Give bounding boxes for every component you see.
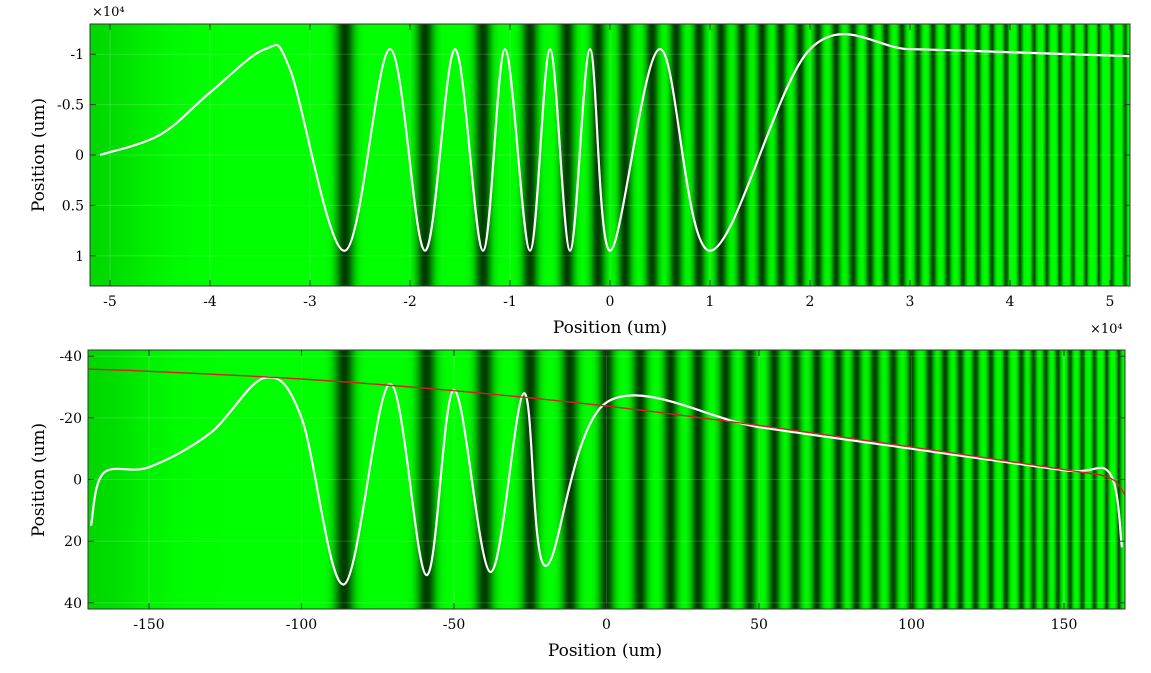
top-chart: -5 -4 -3 -2 -1 0 1 2 3 4 5 -1 -0.5 0 0.5 1 ×10⁴ ×10⁴ Po…	[29, 5, 1131, 338]
top-grid	[90, 24, 1130, 286]
bottom-y-tick-label: 20	[64, 534, 82, 550]
bottom-ticks: -150 -100 -50 0 50 100 150 -40 -20 0 20 40	[59, 349, 1125, 633]
top-x-tick-label: -2	[403, 294, 417, 310]
bottom-y-tick-label: 0	[73, 473, 82, 489]
top-x-tick-label: 2	[806, 294, 815, 310]
bottom-x-tick-label: 100	[898, 617, 925, 633]
bottom-intensity-map	[88, 350, 1125, 609]
top-y-axis-label: Position (um)	[29, 98, 49, 212]
top-x-tick-label: 1	[706, 294, 715, 310]
bottom-y-tick-label: -40	[59, 349, 82, 365]
top-x-tick-label: -5	[103, 294, 117, 310]
top-x-tick-label: -1	[503, 294, 517, 310]
top-y-tick-label: 1	[75, 249, 84, 265]
bottom-series-line-0	[89, 376, 1124, 586]
top-ticks: -5 -4 -3 -2 -1 0 1 2 3 4 5 -1 -0.5 0 0.5 1	[57, 24, 1130, 310]
bottom-grid	[88, 350, 1125, 609]
top-x-tick-label: 5	[1106, 294, 1115, 310]
top-series	[99, 33, 1130, 252]
top-y-tick-label: -1	[70, 47, 84, 63]
top-y-tick-label: 0.5	[62, 198, 84, 214]
bottom-x-tick-label: -50	[443, 617, 466, 633]
top-x-exponent-label: ×10⁴	[1090, 322, 1123, 337]
top-x-tick-label: 0	[606, 294, 615, 310]
bottom-y-tick-label: 40	[64, 596, 82, 612]
top-series-line-0	[99, 33, 1130, 252]
bottom-x-tick-label: -150	[133, 617, 164, 633]
bottom-x-tick-label: 150	[1051, 617, 1078, 633]
top-x-tick-label: -3	[303, 294, 317, 310]
top-intensity-map	[90, 24, 1130, 286]
bottom-y-tick-label: -20	[59, 411, 82, 427]
top-x-tick-label: 4	[1006, 294, 1015, 310]
bottom-chart: -150 -100 -50 0 50 100 150 -40 -20 0 20 40 Position…	[29, 349, 1126, 661]
top-y-tick-label: 0	[75, 148, 84, 164]
top-y-exponent-label: ×10⁴	[92, 5, 125, 20]
top-y-tick-label: -0.5	[57, 98, 84, 114]
bottom-x-axis-label: Position (um)	[548, 641, 662, 661]
bottom-x-tick-label: -100	[286, 617, 317, 633]
top-x-tick-label: 3	[906, 294, 915, 310]
bottom-series-line-1	[88, 368, 1125, 496]
bottom-x-tick-label: 0	[602, 617, 611, 633]
top-x-axis-label: Position (um)	[553, 318, 667, 338]
top-x-tick-label: -4	[203, 294, 217, 310]
bottom-y-axis-label: Position (um)	[29, 423, 49, 537]
bottom-x-tick-label: 50	[750, 617, 768, 633]
bottom-series	[88, 368, 1125, 586]
